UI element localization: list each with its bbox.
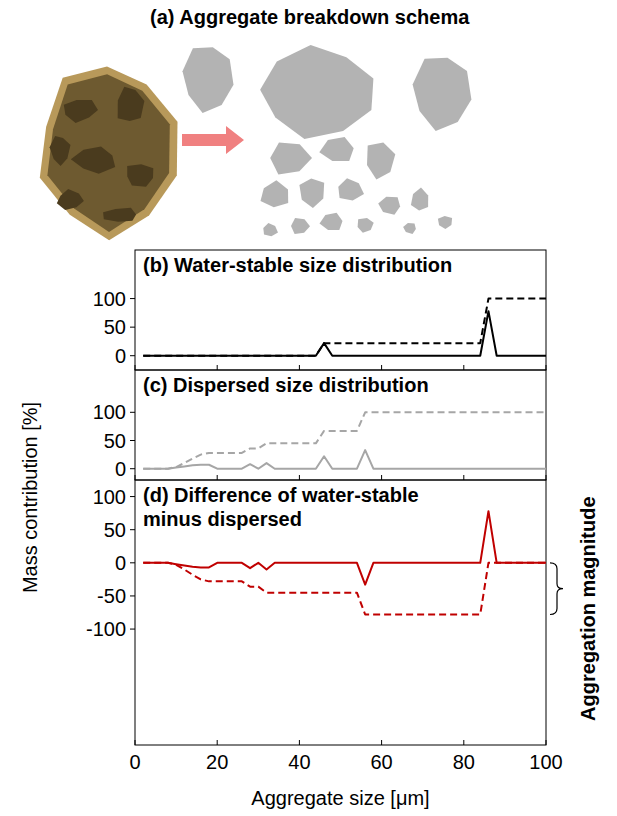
aggregate-patch	[127, 164, 153, 187]
y-tick	[130, 496, 135, 497]
title-line: minus dispersed	[143, 508, 302, 530]
x-tick	[546, 740, 547, 745]
panel-title: (d) Difference of water-stableminus disp…	[143, 484, 419, 530]
y-tick	[130, 468, 135, 469]
fragment	[403, 223, 416, 234]
cumulative-line	[143, 412, 546, 468]
x-tick	[217, 475, 218, 480]
fragment	[270, 142, 312, 174]
distribution-line	[143, 450, 546, 469]
aggregate-patch	[57, 189, 84, 210]
panel: 0 50 100 (c) Dispersed size distribution	[93, 370, 546, 480]
x-tick-label: 40	[288, 751, 310, 773]
y-tick-label: -100	[86, 618, 126, 640]
bracket	[550, 563, 563, 615]
y-axis-title: Mass contribution [%]	[19, 402, 41, 593]
y-tick-label: -50	[97, 585, 126, 607]
cumulative-line	[143, 299, 546, 356]
y-tick-label: 100	[93, 288, 126, 310]
y-tick	[130, 440, 135, 441]
fragment	[367, 143, 395, 180]
x-axis-title: Aggregate size [μm]	[251, 787, 429, 809]
x-tick	[546, 475, 547, 480]
fragment	[263, 223, 278, 236]
x-tick	[381, 475, 382, 480]
fragment	[338, 178, 364, 200]
y-tick-label: 0	[115, 458, 126, 480]
fragment	[438, 216, 452, 229]
y-tick-label: 0	[115, 552, 126, 574]
fragment	[291, 218, 310, 234]
y-tick-label: 100	[93, 401, 126, 423]
title-line: (b) Water-stable size distribution	[143, 254, 452, 276]
y-tick	[130, 595, 135, 596]
x-tick	[546, 365, 547, 370]
x-tick	[217, 740, 218, 745]
aggregate-patch	[50, 136, 71, 166]
plot-frame	[135, 480, 546, 745]
y-tick	[130, 327, 135, 328]
y-tick-label: 50	[104, 519, 126, 541]
series-group	[143, 299, 546, 356]
schema-title: (a) Aggregate breakdown schema	[150, 6, 470, 28]
fragment	[378, 197, 400, 215]
panel: 0 50 100 (b) Water-stable size distribution	[93, 250, 546, 370]
x-tick-label: 60	[370, 751, 392, 773]
panel-title: (c) Dispersed size distribution	[143, 374, 429, 396]
fragment	[320, 213, 343, 230]
x-tick	[299, 475, 300, 480]
annotation: Aggregation magnitude	[577, 496, 599, 720]
series-group	[143, 412, 546, 468]
schema	[40, 45, 472, 240]
y-tick-label: 50	[104, 430, 126, 452]
fragment	[358, 218, 374, 233]
fragment	[260, 45, 373, 139]
x-tick	[299, 740, 300, 745]
x-tick-label: 80	[453, 751, 475, 773]
aggregate-patch	[64, 100, 98, 123]
x-tick	[135, 740, 136, 745]
plot-frame	[135, 370, 546, 480]
x-tick	[463, 365, 464, 370]
fragment	[299, 178, 324, 208]
aggregate-patch	[103, 208, 136, 222]
x-tick	[381, 365, 382, 370]
y-tick-label: 0	[115, 345, 126, 367]
grain	[183, 47, 234, 113]
figure: (a) Aggregate breakdown schema 0 50 100 (b) …	[0, 0, 617, 816]
y-tick	[130, 412, 135, 413]
fragment	[411, 188, 428, 211]
x-tick	[463, 740, 464, 745]
title-line: (c) Dispersed size distribution	[143, 374, 429, 396]
title-line: (d) Difference of water-stable	[143, 484, 419, 506]
y-tick-label: 50	[104, 316, 126, 338]
y-tick-label: 100	[93, 486, 126, 508]
panel-title: (b) Water-stable size distribution	[143, 254, 452, 276]
x-tick	[135, 365, 136, 370]
fragment	[413, 58, 472, 131]
aggregate-outer	[40, 67, 178, 241]
y-tick	[130, 355, 135, 356]
x-tick-label: 100	[529, 751, 562, 773]
y-tick	[130, 562, 135, 563]
plot-frame	[135, 250, 546, 370]
fragment	[319, 137, 353, 161]
fragment	[261, 180, 289, 207]
x-tick	[381, 740, 382, 745]
y-tick	[130, 298, 135, 299]
x-tick	[463, 475, 464, 480]
aggregate-patch	[118, 87, 145, 121]
x-tick	[217, 365, 218, 370]
x-tick-label: 0	[129, 751, 140, 773]
arrow	[182, 126, 244, 154]
y-tick	[130, 629, 135, 630]
panel: -100 -50 0 50 100 0 20 40 60 80 100 (d) Difference …	[86, 480, 563, 773]
cumulative-line	[143, 563, 546, 615]
x-tick	[299, 365, 300, 370]
x-tick-label: 20	[206, 751, 228, 773]
x-tick	[135, 475, 136, 480]
aggregate-inner	[47, 74, 169, 232]
aggregate-patch	[71, 147, 115, 174]
y-tick	[130, 529, 135, 530]
